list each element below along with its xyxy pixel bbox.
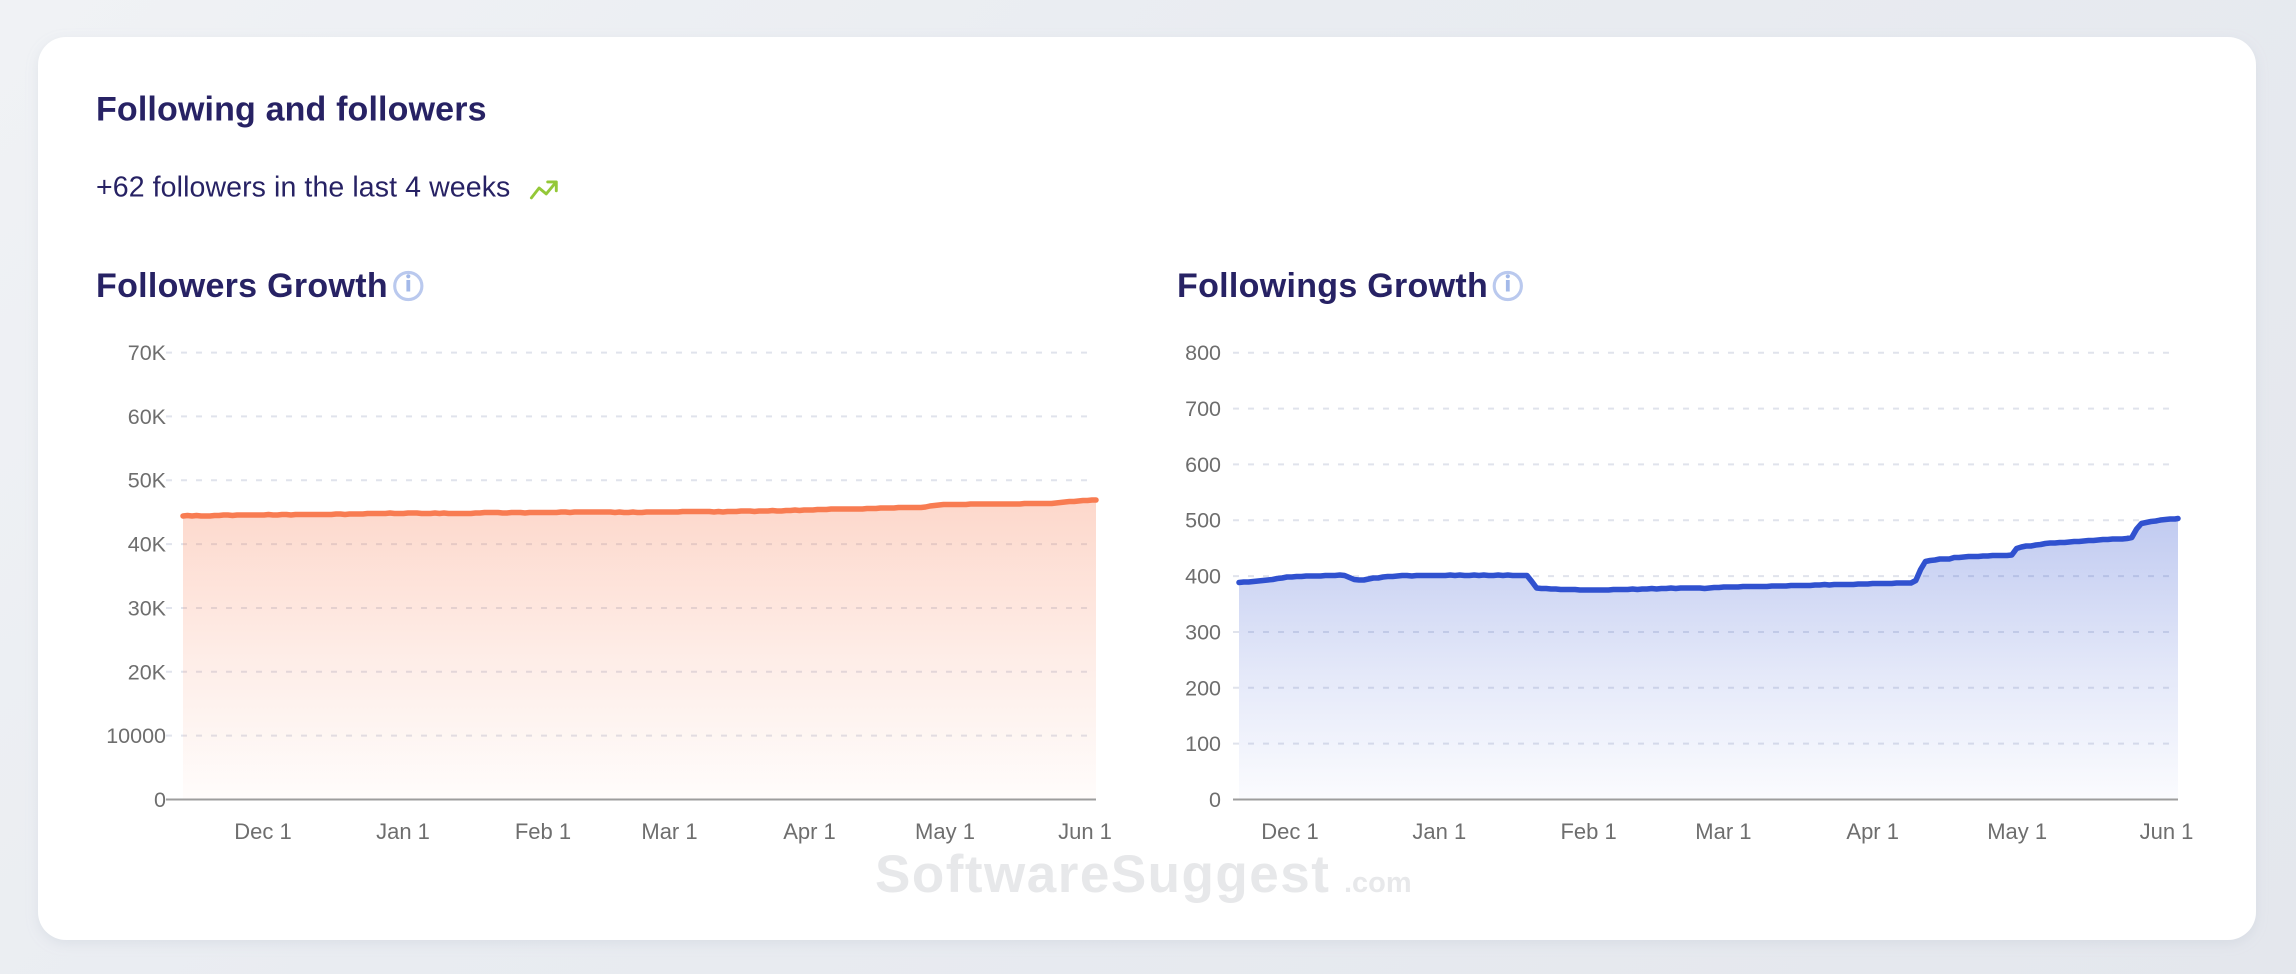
svg-text:300: 300 <box>1185 621 1221 645</box>
svg-text:70K: 70K <box>128 341 167 365</box>
svg-text:700: 700 <box>1185 397 1221 421</box>
svg-text:Jun 1: Jun 1 <box>2140 819 2194 844</box>
svg-text:30K: 30K <box>128 597 167 621</box>
svg-text:0: 0 <box>1209 788 1221 812</box>
svg-text:Followers Growth: Followers Growth <box>96 267 388 305</box>
svg-text:100: 100 <box>1185 732 1221 756</box>
svg-text:May 1: May 1 <box>1987 819 2047 844</box>
svg-text:50K: 50K <box>128 469 167 493</box>
svg-text:Feb 1: Feb 1 <box>1560 819 1616 844</box>
svg-text:200: 200 <box>1185 676 1221 700</box>
svg-text:400: 400 <box>1185 565 1221 589</box>
svg-text:SoftwareSuggest: SoftwareSuggest <box>875 845 1330 904</box>
svg-text:.com: .com <box>1344 867 1412 899</box>
svg-text:800: 800 <box>1185 341 1221 365</box>
svg-text:Apr 1: Apr 1 <box>783 819 836 844</box>
svg-text:500: 500 <box>1185 509 1221 533</box>
svg-text:May 1: May 1 <box>915 819 975 844</box>
svg-text:10000: 10000 <box>106 724 166 748</box>
svg-text:Followings Growth: Followings Growth <box>1177 267 1488 305</box>
svg-text:Mar 1: Mar 1 <box>641 819 697 844</box>
svg-text:Feb 1: Feb 1 <box>515 819 571 844</box>
svg-text:+62 followers in the last 4 we: +62 followers in the last 4 weeks <box>96 172 510 204</box>
svg-text:Jan 1: Jan 1 <box>1412 819 1466 844</box>
svg-text:60K: 60K <box>128 405 167 429</box>
svg-text:Mar 1: Mar 1 <box>1695 819 1751 844</box>
svg-text:Jan 1: Jan 1 <box>376 819 430 844</box>
svg-text:Dec 1: Dec 1 <box>1261 819 1318 844</box>
svg-text:20K: 20K <box>128 660 167 684</box>
svg-text:Jun 1: Jun 1 <box>1058 819 1112 844</box>
svg-text:Apr 1: Apr 1 <box>1846 819 1899 844</box>
svg-text:Dec 1: Dec 1 <box>234 819 291 844</box>
svg-text:0: 0 <box>154 788 166 812</box>
svg-text:40K: 40K <box>128 533 167 557</box>
svg-text:600: 600 <box>1185 453 1221 477</box>
svg-text:Following and followers: Following and followers <box>96 91 487 129</box>
